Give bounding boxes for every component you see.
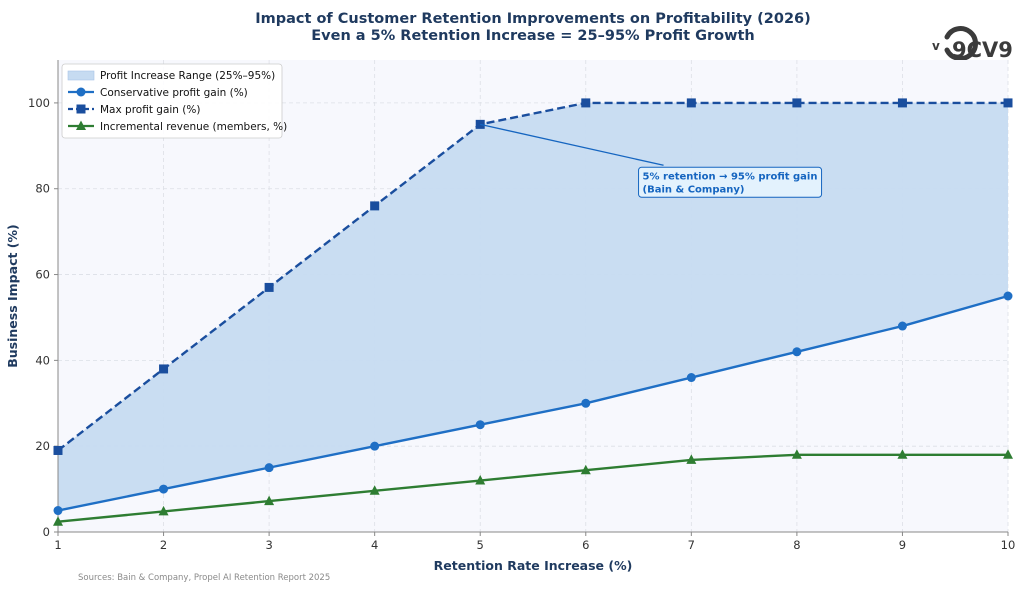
data-point xyxy=(686,98,696,108)
x-tick-label: 5 xyxy=(477,538,484,552)
y-tick-label: 0 xyxy=(43,525,50,539)
data-point xyxy=(897,449,908,459)
data-point xyxy=(53,445,63,455)
data-point xyxy=(159,484,169,494)
logo-ring-icon xyxy=(944,26,979,61)
series-layer xyxy=(53,98,1013,526)
legend-item: Incremental revenue (members, %) xyxy=(68,120,287,133)
chart-subtitle: Even a 5% Retention Increase = 25–95% Pr… xyxy=(311,28,755,44)
chart-title: Impact of Customer Retention Improvement… xyxy=(255,11,811,27)
data-point xyxy=(897,321,907,331)
y-tick-label: 40 xyxy=(35,353,50,367)
data-point xyxy=(264,282,274,292)
x-tick-label: 1 xyxy=(54,538,61,552)
x-tick-label: 10 xyxy=(1001,538,1016,552)
y-tick-label: 60 xyxy=(35,268,50,282)
annotation-box xyxy=(638,166,823,198)
data-point xyxy=(53,516,63,526)
legend-item: Profit Increase Range (25%–95%) xyxy=(67,70,275,82)
y-axis-label: Business Impact (%) xyxy=(5,224,20,368)
data-point xyxy=(1003,291,1013,301)
annotation-arrow xyxy=(480,123,664,166)
legend-label: Conservative profit gain (%) xyxy=(100,87,248,99)
data-point xyxy=(897,98,907,108)
data-point xyxy=(1003,98,1013,108)
x-axis-label: Retention Rate Increase (%) xyxy=(434,558,633,573)
data-point xyxy=(792,98,802,108)
data-point xyxy=(686,373,696,383)
y-tick-label: 80 xyxy=(35,182,50,196)
data-point xyxy=(686,454,697,464)
y-tick-label: 20 xyxy=(35,439,50,453)
data-point xyxy=(370,201,380,211)
legend-item: Max profit gain (%) xyxy=(68,104,200,116)
data-point xyxy=(159,364,169,374)
legend-swatch xyxy=(67,70,95,81)
x-tick-label: 9 xyxy=(899,538,906,552)
source-note: Sources: Bain & Company, Propel AI Reten… xyxy=(78,573,330,583)
logo-mark: v xyxy=(932,39,940,53)
data-point xyxy=(264,463,274,473)
series-line xyxy=(57,453,1008,523)
data-point xyxy=(53,506,63,516)
legend-box xyxy=(61,63,283,139)
series-line xyxy=(57,294,1009,512)
legend-label: Incremental revenue (members, %) xyxy=(100,121,287,133)
legend: Profit Increase Range (25%–95%) Conservat… xyxy=(61,63,287,139)
series-3 xyxy=(53,449,1013,526)
legend-marker xyxy=(76,87,86,97)
legend-label: Profit Increase Range (25%–95%) xyxy=(100,70,275,82)
legend-marker xyxy=(76,104,86,114)
y-tick-label: 100 xyxy=(28,96,50,110)
data-point xyxy=(369,485,380,495)
data-point xyxy=(791,449,802,459)
data-point xyxy=(475,420,485,430)
series-1 xyxy=(53,291,1013,516)
annotation-text-line1: 5% retention → 95% profit gain xyxy=(643,171,818,182)
x-tick-label: 6 xyxy=(582,538,589,552)
data-point xyxy=(264,495,275,506)
data-point xyxy=(581,98,591,108)
data-point xyxy=(580,464,591,475)
data-point xyxy=(475,475,486,485)
x-tick-label: 2 xyxy=(160,538,167,552)
annotation: 5% retention → 95% profit gain (Bain & C… xyxy=(480,123,823,198)
legend-label: Max profit gain (%) xyxy=(100,104,200,116)
annotation-text-line2: (Bain & Company) xyxy=(643,184,745,195)
x-tick-label: 4 xyxy=(371,538,378,552)
profit-range-band xyxy=(58,102,1008,511)
data-point xyxy=(158,505,169,516)
data-point xyxy=(1003,449,1013,459)
data-point xyxy=(581,398,591,408)
legend-item: Conservative profit gain (%) xyxy=(68,87,248,99)
x-tick-label: 7 xyxy=(688,538,695,552)
x-tick-label: 3 xyxy=(265,538,272,552)
logo-text: 9CV9 xyxy=(952,38,1013,62)
data-point xyxy=(792,347,802,357)
brand-logo: v 9CV9 xyxy=(932,26,1013,62)
series-line xyxy=(57,101,1008,452)
legend-marker xyxy=(76,120,86,130)
x-tick-label: 8 xyxy=(793,538,800,552)
data-point xyxy=(370,441,380,451)
